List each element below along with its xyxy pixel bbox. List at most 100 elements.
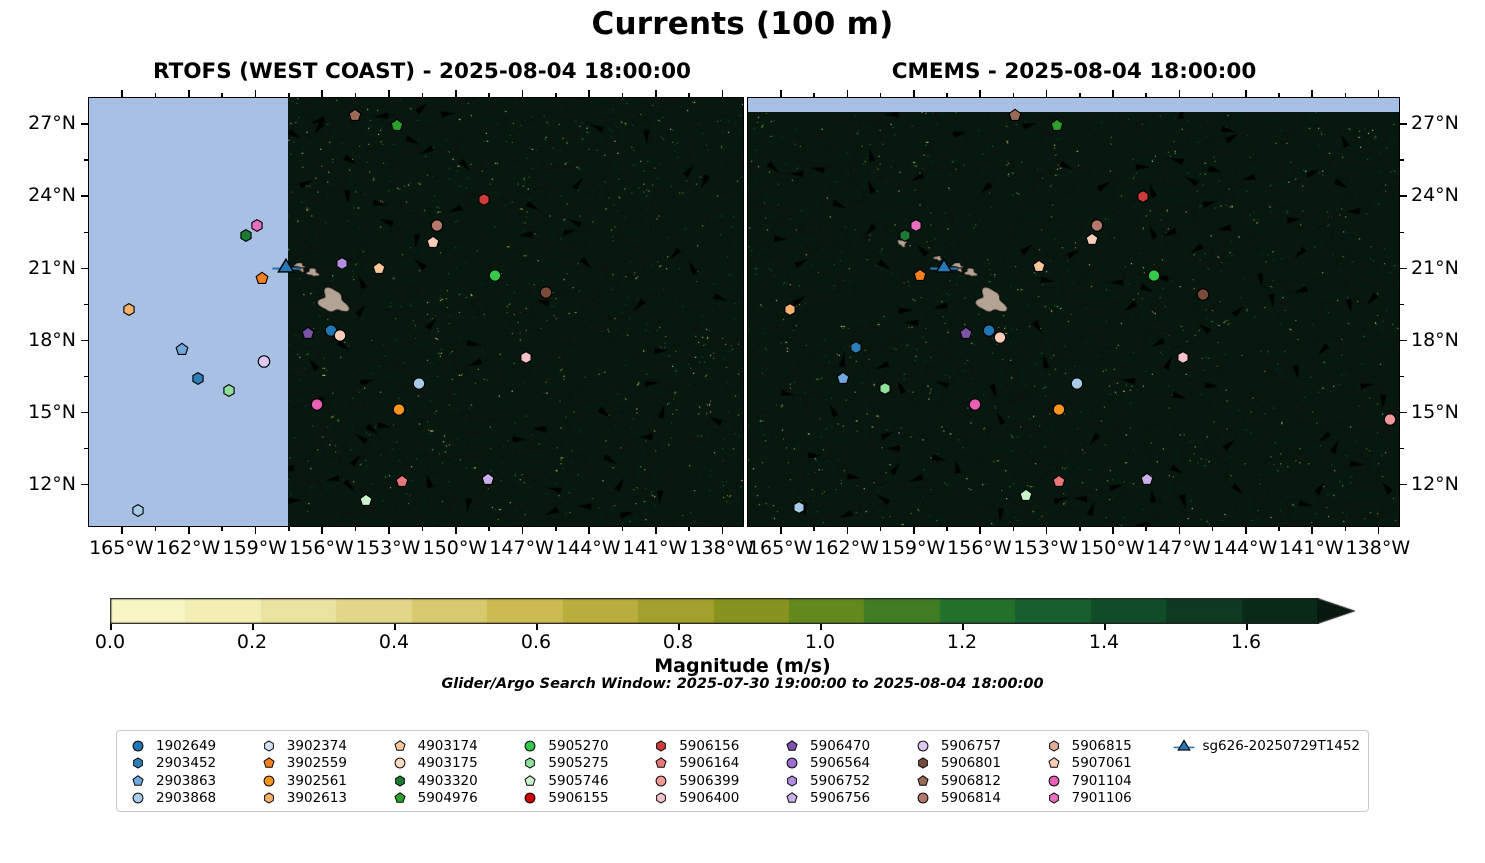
float-marker-5906752[interactable] [335,256,349,275]
float-marker-5907061[interactable] [1085,232,1099,251]
xtick-minor-right-3 [1012,527,1015,531]
float-marker-5906814[interactable] [430,218,444,237]
float-marker-1902649[interactable] [982,323,996,342]
map-panel-rtofs[interactable] [88,97,744,527]
float-marker-5904976[interactable] [1050,117,1064,136]
float-marker-2903863[interactable] [836,371,850,390]
legend-item-5906470[interactable]: 5906470 [781,737,912,755]
legend-item-5906756[interactable]: 5906756 [781,790,912,808]
legend-item-2903868[interactable]: 2903868 [127,790,258,808]
float-marker-2903452[interactable] [191,371,205,390]
float-marker-3902613[interactable] [783,301,797,320]
legend-marker-icon-3902559 [258,757,280,769]
float-marker-5905746[interactable] [1019,488,1033,507]
legend-item-3902559[interactable]: 3902559 [258,755,389,773]
float-marker-7901106[interactable] [250,218,264,237]
float-marker-2903868[interactable] [131,502,145,521]
float-marker-5906801[interactable] [539,285,553,304]
float-marker-5905275[interactable] [222,383,236,402]
float-marker-5906164[interactable] [395,473,409,492]
float-marker-5905270[interactable] [488,268,502,287]
float-marker-7901104[interactable] [310,397,324,416]
legend-item-7901104[interactable]: 7901104 [1043,772,1174,790]
legend-item-2903863[interactable]: 2903863 [127,772,258,790]
legend-label-5906815: 5906815 [1071,737,1132,754]
legend-item-sg626-20250729T1452[interactable]: sg626-20250729T1452 [1173,737,1360,755]
float-marker-2903868[interactable] [1070,375,1084,394]
xtick-minor-left-7 [621,527,624,531]
float-marker-4903320[interactable] [239,227,253,246]
float-marker-5906470[interactable] [959,325,973,344]
float-marker-3902561[interactable] [1052,402,1066,421]
legend-item-5905270[interactable]: 5905270 [519,737,650,755]
legend-item-5906801[interactable]: 5906801 [912,755,1043,773]
legend-item-5906757[interactable]: 5906757 [912,737,1043,755]
legend-item-5906814[interactable]: 5906814 [912,790,1043,808]
legend-item-4903320[interactable]: 4903320 [389,772,520,790]
float-marker-5906812[interactable] [1008,108,1022,127]
float-marker-5907061[interactable] [333,328,347,347]
legend-item-5906815[interactable]: 5906815 [1043,737,1174,755]
float-legend[interactable]: 1902649 2903452 2903863 2903868 3902374 39025… [116,730,1369,812]
float-marker-5906164[interactable] [1052,473,1066,492]
legend-item-7901106[interactable]: 7901106 [1043,790,1174,808]
legend-item-4903175[interactable]: 4903175 [389,755,520,773]
float-marker-2903452[interactable] [849,340,863,359]
legend-item-5905275[interactable]: 5905275 [519,755,650,773]
float-marker-5904976[interactable] [390,117,404,136]
float-marker-7901104[interactable] [968,397,982,416]
float-marker-sg626-20250729T1452[interactable] [272,257,301,278]
float-marker-5906400[interactable] [519,349,533,368]
legend-item-4903174[interactable]: 4903174 [389,737,520,755]
legend-item-5905746[interactable]: 5905746 [519,772,650,790]
float-marker-4903174[interactable] [372,261,386,280]
float-marker-5906156[interactable] [1136,189,1150,208]
float-marker-2903868b[interactable] [792,500,806,519]
float-marker-5906801[interactable] [1196,287,1210,306]
float-marker-3902559[interactable] [255,270,269,289]
legend-item-5906812[interactable]: 5906812 [912,772,1043,790]
float-marker-3902559[interactable] [913,268,927,287]
float-marker-5905270[interactable] [1147,268,1161,287]
float-marker-2903863[interactable] [175,342,189,361]
float-marker-5907061b[interactable] [426,234,440,253]
legend-item-5906164[interactable]: 5906164 [650,755,781,773]
float-marker-5906814[interactable] [1090,218,1104,237]
float-marker-5905746[interactable] [359,493,373,512]
float-marker-5906812[interactable] [348,108,362,127]
legend-item-5904976[interactable]: 5904976 [389,790,520,808]
legend-item-5906752[interactable]: 5906752 [781,772,912,790]
legend-item-3902613[interactable]: 3902613 [258,790,389,808]
legend-item-5906155[interactable]: 5906155 [519,790,650,808]
float-marker-5906399[interactable] [1383,411,1397,430]
float-marker-7901106[interactable] [909,218,923,237]
ytick-minor-left-3 [84,375,88,378]
legend-label-3902559: 3902559 [286,755,347,772]
float-marker-5906756[interactable] [1140,471,1154,490]
legend-item-3902374[interactable]: 3902374 [258,737,389,755]
legend-item-5906400[interactable]: 5906400 [650,790,781,808]
legend-item-2903452[interactable]: 2903452 [127,755,258,773]
float-marker-5906756[interactable] [481,471,495,490]
map-panel-cmems[interactable] [747,97,1400,527]
float-marker-5907061b[interactable] [993,330,1007,349]
legend-item-5906564[interactable]: 5906564 [781,755,912,773]
float-marker-5906156[interactable] [477,191,491,210]
float-marker-5906470[interactable] [301,325,315,344]
float-marker-5906400[interactable] [1176,349,1190,368]
float-marker-5906757[interactable] [257,354,271,373]
legend-item-5907061[interactable]: 5907061 [1043,755,1174,773]
float-marker-3902561[interactable] [392,402,406,421]
float-marker-2903868b[interactable] [412,375,426,394]
float-marker-sg626-20250729T1452[interactable] [930,257,959,278]
float-marker-4903174[interactable] [1032,258,1046,277]
colorbar[interactable] [110,598,1355,624]
float-marker-4903320[interactable] [898,227,912,246]
float-marker-3902613[interactable] [122,301,136,320]
legend-item-3902561[interactable]: 3902561 [258,772,389,790]
float-marker-5905275[interactable] [878,380,892,399]
legend-item-1902649[interactable]: 1902649 [127,737,258,755]
legend-marker-icon-7901104 [1043,775,1065,787]
legend-item-5906156[interactable]: 5906156 [650,737,781,755]
legend-item-5906399[interactable]: 5906399 [650,772,781,790]
